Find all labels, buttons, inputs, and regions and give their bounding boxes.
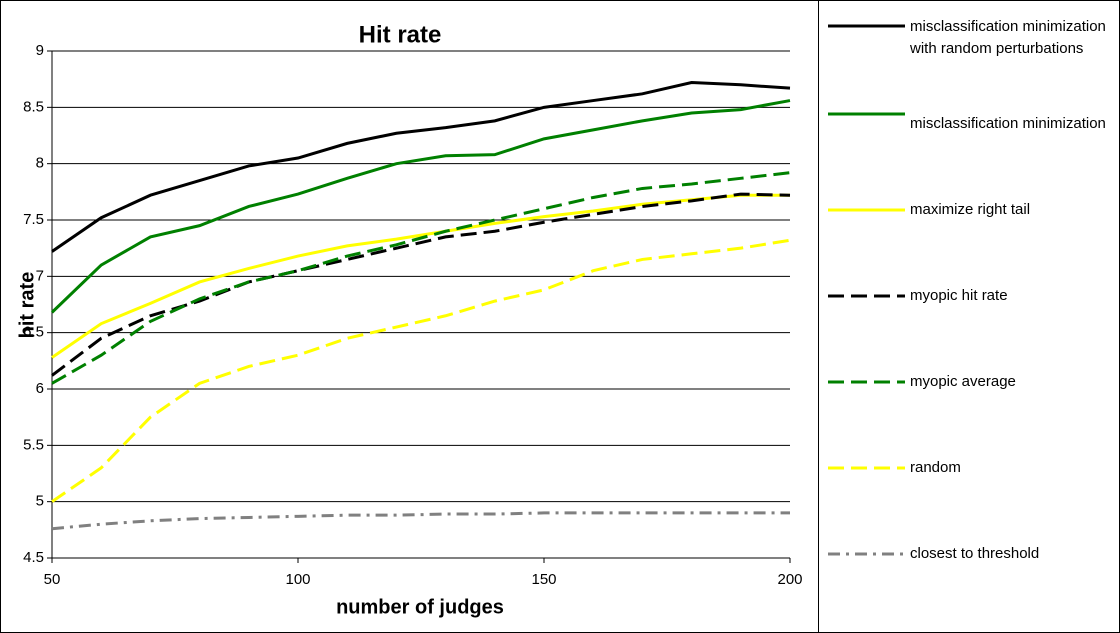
series-line [51, 192, 791, 377]
series-line [50, 99, 791, 314]
x-tick-label: 100 [285, 571, 310, 588]
y-tick-label: 9 [36, 42, 44, 59]
x-tick-label: 200 [777, 571, 802, 588]
y-tick-label: 6 [36, 380, 44, 397]
y-tick-label: 5 [36, 493, 44, 510]
legend-label: misclassification minimization [910, 115, 1106, 132]
legend-label: misclassification minimization with rand… [910, 18, 1106, 57]
y-tick-label: 4.5 [23, 549, 44, 566]
x-axis-label: number of judges [336, 596, 504, 618]
y-tick-label: 6.5 [23, 324, 44, 341]
y-axis-label: hit rate [16, 272, 38, 339]
series-line [51, 511, 790, 531]
series-line [51, 238, 791, 503]
legend-label: myopic hit rate [910, 287, 1008, 304]
legend-label: closest to threshold [910, 545, 1040, 562]
x-tick-label: 150 [531, 571, 556, 588]
y-tick-label: 8.5 [23, 98, 44, 115]
legend-label: myopic average [910, 373, 1016, 390]
x-tick-label: 50 [44, 571, 61, 588]
legend-label: random [910, 459, 961, 476]
y-tick-label: 7.5 [23, 211, 44, 228]
y-tick-label: 5.5 [23, 436, 44, 453]
series-line [51, 81, 791, 253]
chart-title: Hit rate [359, 21, 442, 48]
y-tick-label: 7 [36, 267, 44, 284]
series-line [51, 171, 791, 385]
series-line [51, 193, 790, 359]
y-tick-label: 8 [36, 155, 44, 172]
legend-label: maximize right tail [910, 201, 1031, 218]
legend-box [818, 0, 1120, 633]
